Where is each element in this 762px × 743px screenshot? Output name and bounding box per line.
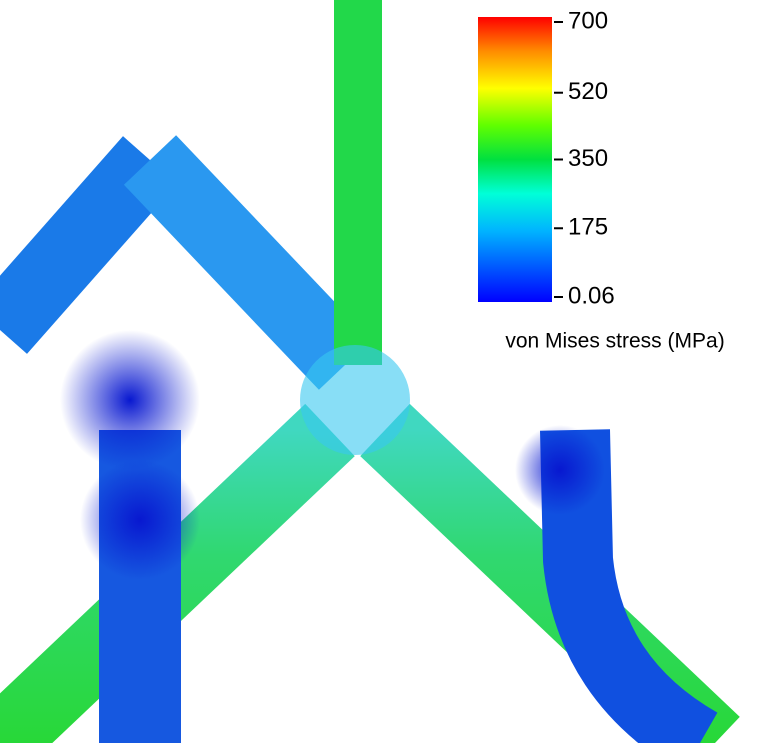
colorbar <box>478 17 552 302</box>
colorbar-tick-label: 700 <box>568 7 608 34</box>
colorbar-tick-label: 350 <box>568 145 608 172</box>
stress-figure: von Mises stress (MPa) 700 520 350 175 0.06 <box>0 0 762 743</box>
colorbar-tick-label: 0.06 <box>568 282 615 309</box>
colorbar-tick-label: 175 <box>568 214 608 241</box>
colorbar-tick-label: 520 <box>568 78 608 105</box>
structure <box>0 0 746 743</box>
colorbar-label: von Mises stress (MPa) <box>505 330 724 353</box>
